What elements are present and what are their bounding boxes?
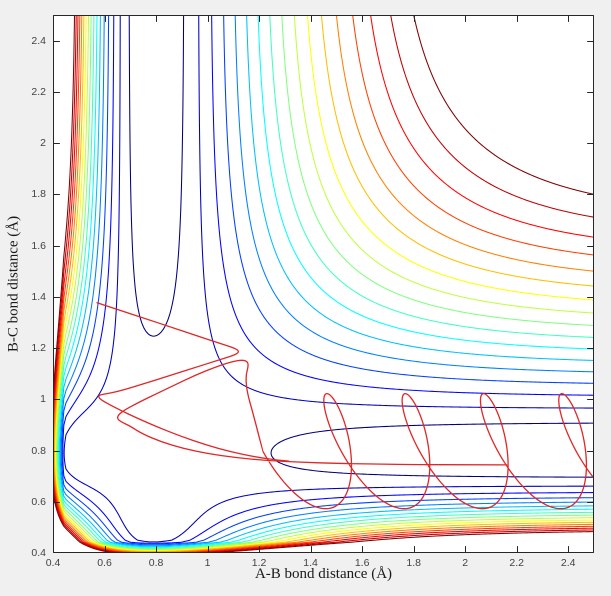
- x-tick-label: 1.8: [406, 557, 421, 569]
- y-tick-label: 0.6: [31, 495, 46, 508]
- y-axis-label: B-C bond distance (Å): [5, 215, 22, 353]
- y-tick-label: 1.2: [31, 342, 46, 355]
- y-tick-label: 2.4: [31, 34, 46, 47]
- x-axis-label: A-B bond distance (Å): [254, 566, 393, 582]
- x-tick-label: 1: [204, 557, 211, 569]
- y-tick-label: 1.4: [31, 290, 46, 303]
- x-tick-label: 0.4: [45, 557, 61, 569]
- y-tick-label: 2.2: [31, 85, 46, 98]
- x-tick-label: 2: [462, 557, 469, 569]
- x-tick-label: 0.8: [148, 557, 164, 569]
- x-tick-label: 1.4: [303, 557, 318, 569]
- contour-plot-canvas: [53, 15, 594, 553]
- x-tick-label: 1.6: [354, 557, 370, 569]
- y-tick-label: 1: [40, 393, 46, 406]
- y-tick-label: 1.8: [31, 188, 46, 201]
- x-tick-label: 0.6: [97, 557, 112, 569]
- y-tick-label: 1.6: [31, 239, 46, 252]
- x-tick-label: 2.4: [560, 557, 576, 569]
- y-tick-label: 0.4: [31, 547, 46, 559]
- x-tick-label: 1.2: [251, 557, 267, 569]
- y-tick-label: 0.8: [31, 444, 46, 457]
- y-tick-label: 2: [40, 137, 46, 150]
- x-tick-label: 2.2: [509, 557, 525, 569]
- plot-area: [53, 15, 594, 553]
